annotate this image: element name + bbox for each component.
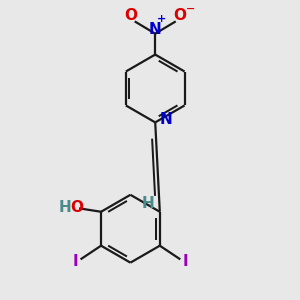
Text: I: I bbox=[72, 254, 78, 269]
Text: O: O bbox=[124, 8, 137, 23]
Text: N: N bbox=[149, 22, 162, 37]
Text: +: + bbox=[157, 14, 167, 24]
Text: I: I bbox=[183, 254, 189, 269]
Text: N: N bbox=[159, 112, 172, 127]
Text: O: O bbox=[173, 8, 187, 23]
Text: H: H bbox=[58, 200, 71, 215]
Text: O: O bbox=[70, 200, 83, 215]
Text: H: H bbox=[142, 196, 154, 211]
Text: −: − bbox=[186, 4, 195, 14]
